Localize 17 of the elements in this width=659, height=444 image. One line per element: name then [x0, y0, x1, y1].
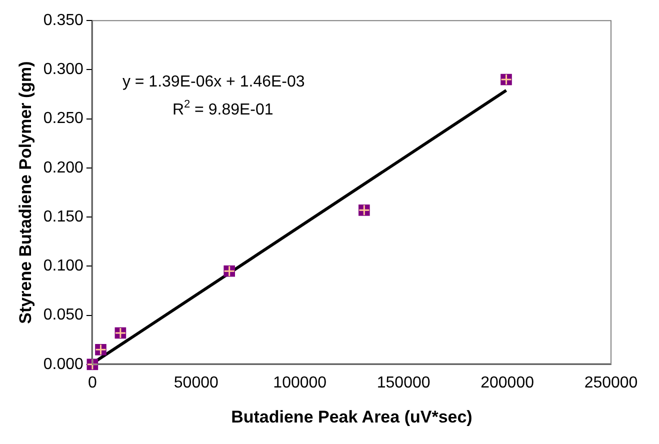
x-axis-title: Butadiene Peak Area (uV*sec): [231, 407, 472, 426]
y-tick-label: 0.150: [43, 208, 84, 226]
y-axis-title: Styrene Butadiene Polymer (gm): [16, 61, 35, 324]
x-tick-label: 200000: [480, 374, 534, 392]
x-tick-label: 250000: [584, 374, 638, 392]
x-tick-label: 100000: [273, 374, 327, 392]
y-tick-label: 0.200: [43, 159, 84, 176]
y-tick-label: 0.100: [43, 258, 84, 275]
y-tick-label: 0.250: [43, 110, 84, 128]
x-tick-label: 0: [88, 374, 97, 392]
y-tick-label: 0.350: [43, 12, 84, 30]
annotation: y = 1.39E-06x + 1.46E-03: [122, 74, 305, 91]
x-tick-label: 50000: [174, 374, 218, 392]
y-tick-label: 0.000: [43, 356, 84, 373]
y-tick-label: 0.050: [43, 306, 84, 324]
x-tick-label: 150000: [376, 374, 430, 392]
y-tick-label: 0.300: [43, 61, 84, 78]
